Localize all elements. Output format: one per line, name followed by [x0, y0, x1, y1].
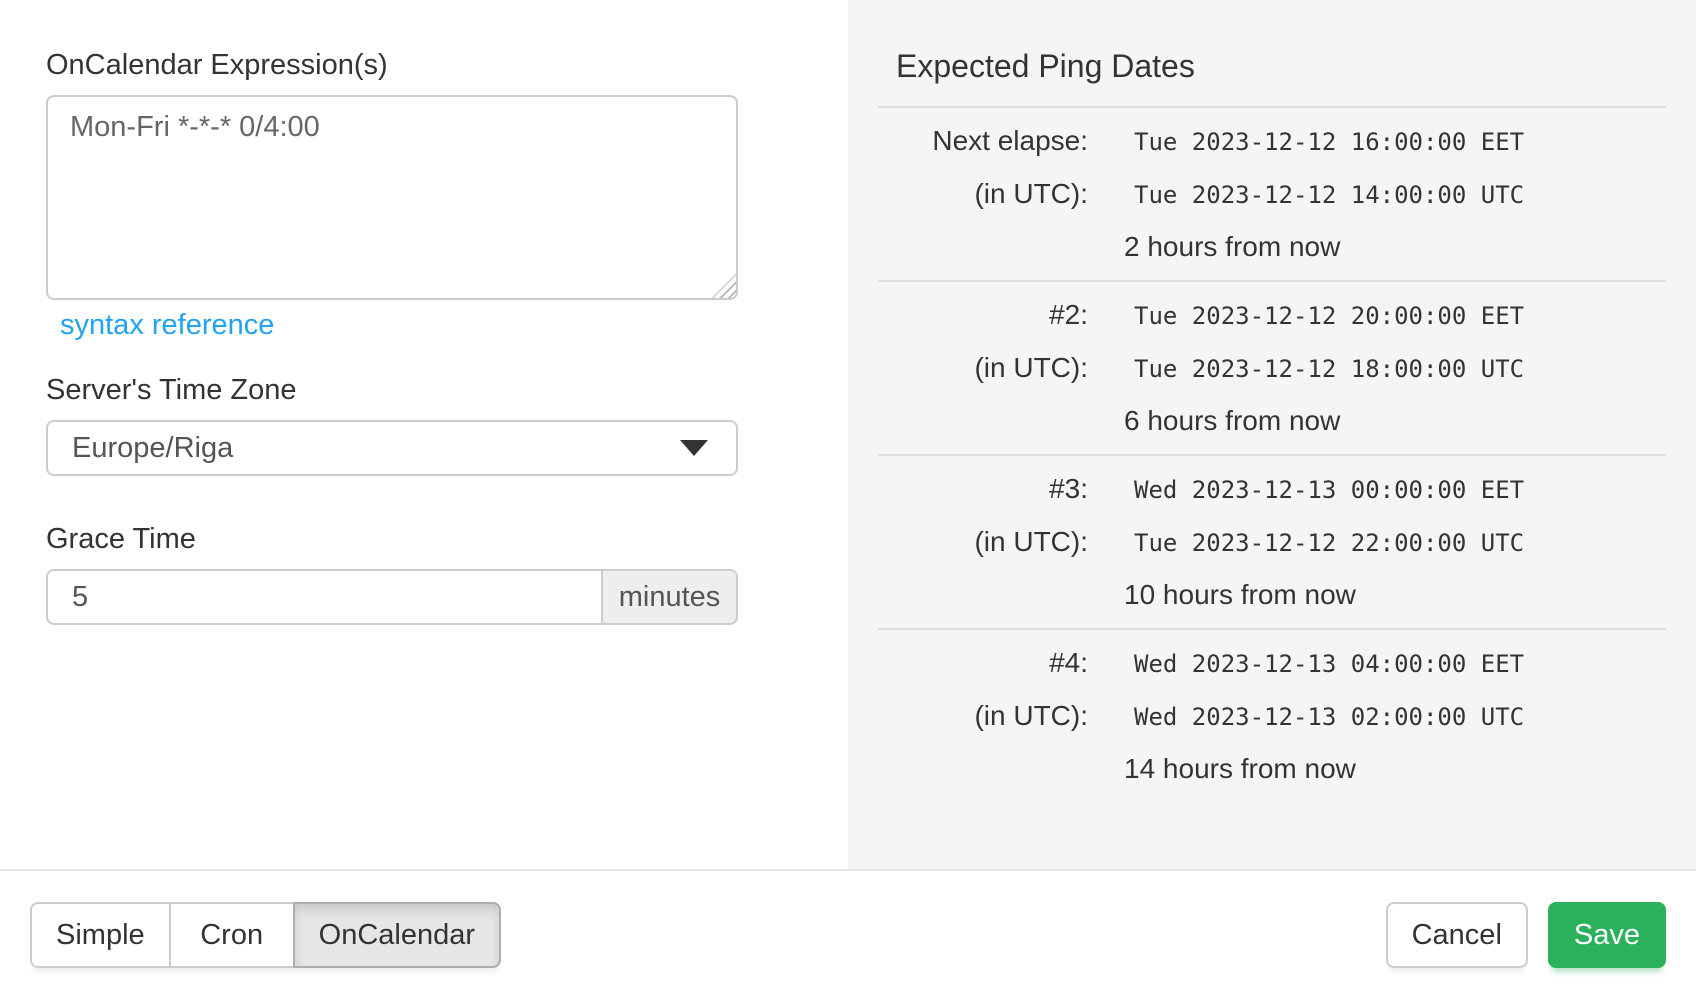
save-button[interactable]: Save — [1547, 901, 1666, 968]
grace-time-label: Grace Time — [46, 523, 196, 555]
oncalendar-expression-label: OnCalendar Expression(s) — [46, 49, 388, 81]
schedule-form: OnCalendar Expression(s) Mon-Fri *-*-* 0… — [0, 0, 848, 869]
tab-simple[interactable]: Simple — [30, 901, 171, 968]
ping-row-relative: 2 hours from now — [878, 221, 1666, 273]
ping-row-utc: (in UTC): Wed 2023-12-13 02:00:00 UTC — [878, 690, 1666, 743]
ping-datetime-utc: Tue 2023-12-12 14:00:00 UTC — [1134, 181, 1525, 209]
ping-row-label: #3: — [1049, 473, 1088, 504]
ping-group: #4: Wed 2023-12-13 04:00:00 EET (in UTC)… — [878, 628, 1666, 802]
ping-relative-time: 10 hours from now — [1124, 579, 1356, 610]
grace-time-input[interactable] — [46, 569, 601, 625]
ping-datetime-eet: Wed 2023-12-13 00:00:00 EET — [1134, 476, 1525, 504]
grace-time-input-group: minutes — [46, 569, 738, 625]
schedule-mode-button-group: Simple Cron OnCalendar — [30, 901, 502, 968]
ping-datetime-utc: Tue 2023-12-12 22:00:00 UTC — [1134, 529, 1525, 557]
ping-row-utc: (in UTC): Tue 2023-12-12 22:00:00 UTC — [878, 516, 1666, 569]
ping-group: Next elapse: Tue 2023-12-12 16:00:00 EET… — [878, 106, 1666, 280]
ping-row-label: #2: — [1049, 299, 1088, 330]
timezone-label: Server's Time Zone — [46, 374, 297, 406]
timezone-select[interactable]: Europe/Riga — [46, 420, 738, 476]
expected-ping-dates-heading: Expected Ping Dates — [896, 48, 1195, 84]
ping-row-label: #4: — [1049, 647, 1088, 678]
chevron-down-icon — [680, 440, 708, 456]
ping-relative-time: 14 hours from now — [1124, 753, 1356, 784]
grace-time-unit-addon: minutes — [601, 569, 738, 625]
ping-row-eet: #4: Wed 2023-12-13 04:00:00 EET — [878, 637, 1666, 690]
oncalendar-expression-input[interactable]: Mon-Fri *-*-* 0/4:00 — [46, 95, 738, 300]
ping-row-utc-label: (in UTC): — [974, 352, 1088, 383]
ping-row-relative: 6 hours from now — [878, 395, 1666, 447]
ping-datetime-eet: Tue 2023-12-12 20:00:00 EET — [1134, 302, 1525, 330]
schedule-dialog-body: OnCalendar Expression(s) Mon-Fri *-*-* 0… — [0, 0, 1696, 869]
ping-row-utc: (in UTC): Tue 2023-12-12 18:00:00 UTC — [878, 342, 1666, 395]
tab-cron[interactable]: Cron — [168, 901, 295, 968]
tab-oncalendar[interactable]: OnCalendar — [292, 901, 502, 968]
ping-group: #3: Wed 2023-12-13 00:00:00 EET (in UTC)… — [878, 454, 1666, 628]
ping-relative-time: 2 hours from now — [1124, 231, 1341, 262]
ping-row-label: Next elapse: — [932, 125, 1088, 156]
ping-row-eet: #2: Tue 2023-12-12 20:00:00 EET — [878, 289, 1666, 342]
ping-row-utc-label: (in UTC): — [974, 700, 1088, 731]
ping-row-relative: 10 hours from now — [878, 569, 1666, 621]
footer-actions: Cancel Save — [1385, 901, 1666, 968]
expected-ping-dates-panel: Expected Ping Dates Next elapse: Tue 202… — [848, 0, 1696, 869]
schedule-dialog-footer: Simple Cron OnCalendar Cancel Save — [0, 869, 1696, 998]
timezone-selected-value: Europe/Riga — [72, 431, 234, 464]
cancel-button[interactable]: Cancel — [1385, 901, 1528, 968]
syntax-reference-link[interactable]: syntax reference — [60, 309, 275, 341]
ping-datetime-eet: Tue 2023-12-12 16:00:00 EET — [1134, 128, 1525, 156]
ping-datetime-utc: Tue 2023-12-12 18:00:00 UTC — [1134, 355, 1525, 383]
ping-row-utc: (in UTC): Tue 2023-12-12 14:00:00 UTC — [878, 168, 1666, 221]
ping-group: #2: Tue 2023-12-12 20:00:00 EET (in UTC)… — [878, 280, 1666, 454]
ping-row-eet: #3: Wed 2023-12-13 00:00:00 EET — [878, 463, 1666, 516]
ping-row-eet: Next elapse: Tue 2023-12-12 16:00:00 EET — [878, 115, 1666, 168]
ping-row-relative: 14 hours from now — [878, 743, 1666, 795]
ping-datetime-utc: Wed 2023-12-13 02:00:00 UTC — [1134, 703, 1525, 731]
ping-datetime-eet: Wed 2023-12-13 04:00:00 EET — [1134, 650, 1525, 678]
ping-row-utc-label: (in UTC): — [974, 526, 1088, 557]
ping-row-utc-label: (in UTC): — [974, 178, 1088, 209]
ping-relative-time: 6 hours from now — [1124, 405, 1341, 436]
